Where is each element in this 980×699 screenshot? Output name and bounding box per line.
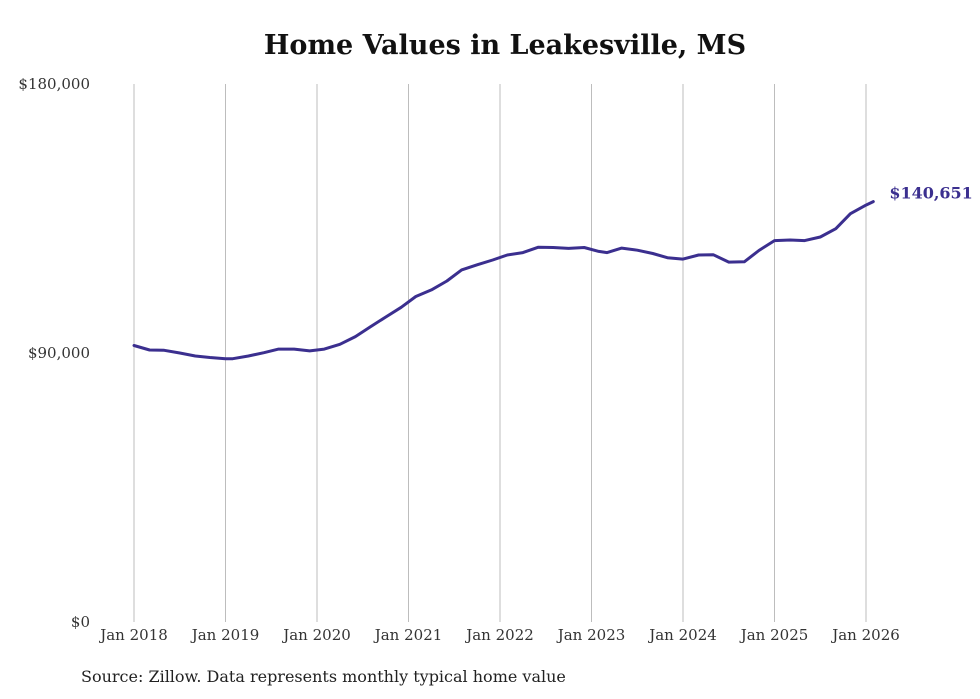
x-tick-label: Jan 2023 [556,626,626,644]
x-tick-label: Jan 2024 [647,626,717,644]
chart-title: Home Values in Leakesville, MS [263,30,747,61]
x-tick-label: Jan 2018 [98,626,168,644]
x-tick-label: Jan 2025 [739,626,809,644]
gridlines [133,84,867,622]
x-tick-label: Jan 2026 [830,626,900,644]
x-tick-label: Jan 2021 [373,626,443,644]
series-layer [132,200,875,361]
x-axis-tick-labels: Jan 2018 Jan 2019 Jan 2020 Jan 2021 Jan 2022… [98,626,900,644]
source-note: Source: Zillow. Data represents monthly … [81,667,566,686]
y-tick-label: $0 [71,613,90,631]
y-tick-label: $90,000 [28,344,90,362]
series-line-0 [132,200,875,361]
y-tick-label: $180,000 [18,75,90,93]
end-value-label: $140,651 [889,184,973,203]
data-labels: $140,651 [889,184,973,203]
x-tick-label: Jan 2020 [281,626,351,644]
y-axis-tick-labels: $0 $90,000 $180,000 [18,75,90,631]
x-tick-label: Jan 2022 [464,626,534,644]
x-tick-label: Jan 2019 [190,626,260,644]
